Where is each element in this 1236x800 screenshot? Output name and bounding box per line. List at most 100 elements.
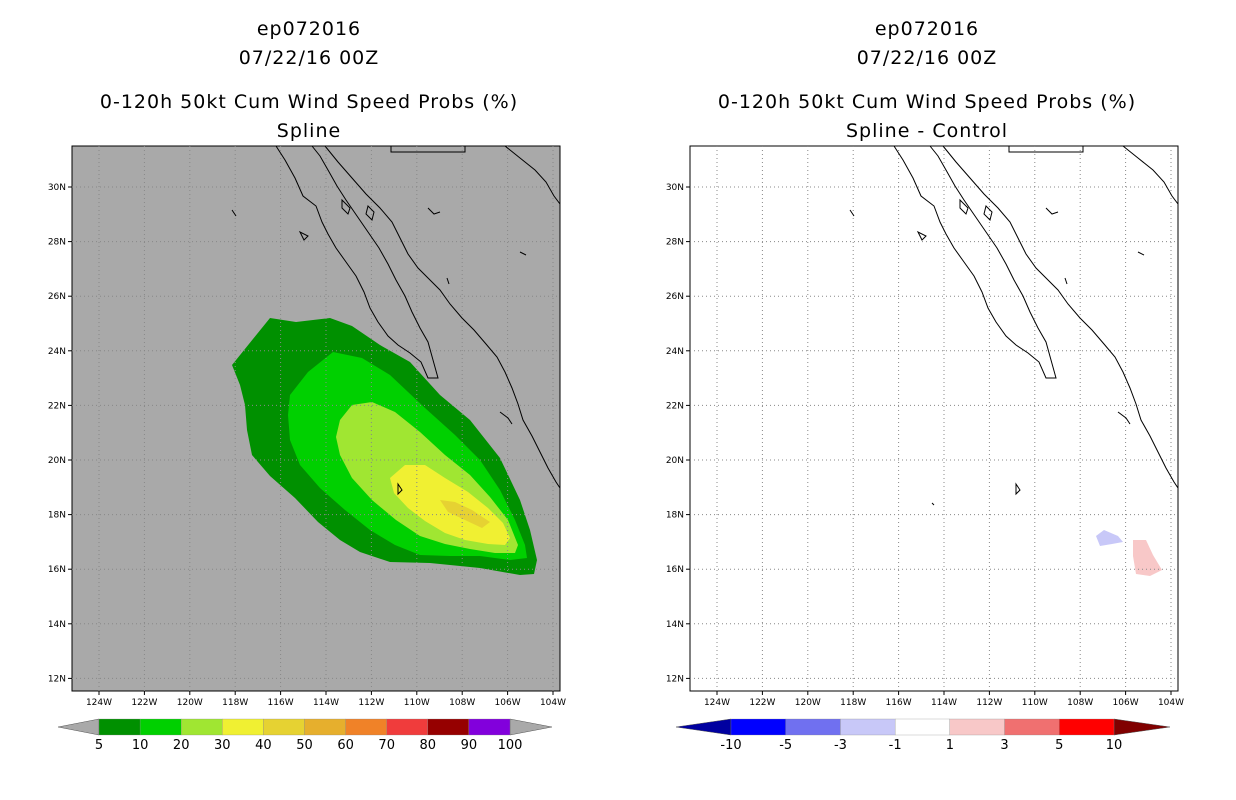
colorbar-segment	[468, 718, 511, 736]
colorbar-label: 50	[296, 738, 313, 753]
lat-label: 30N	[666, 183, 684, 193]
colorbar-segment	[222, 718, 264, 736]
colorbar-label: 10	[132, 738, 149, 753]
lat-label: 28N	[48, 238, 66, 248]
lat-label: 22N	[666, 401, 684, 411]
lon-label: 108W	[1067, 698, 1093, 708]
colorbar-label: 80	[420, 738, 437, 753]
lat-lon-grid	[690, 146, 1178, 691]
product-title: 0-120h 50kt Cum Wind Speed Probs (%)	[717, 91, 1137, 113]
colorbar-segment	[1004, 718, 1060, 736]
lat-label: 16N	[666, 565, 684, 575]
lat-label: 22N	[48, 401, 66, 411]
colorbar-label: 20	[173, 738, 190, 753]
colorbar-segment	[304, 718, 346, 736]
colorbar-label: -5	[779, 738, 792, 753]
axis-labels: 30N 28N 26N 24N 22N 20N 18N 16N 14N 12N 124W 122W 12…	[48, 183, 566, 708]
lon-label: 120W	[795, 698, 821, 708]
storm-id-title: ep072016	[256, 18, 362, 40]
colorbar-label: 70	[378, 738, 395, 753]
colorbar-segment	[139, 718, 182, 736]
lat-label: 12N	[48, 674, 66, 684]
lon-label: 112W	[976, 698, 1002, 708]
lat-label: 20N	[666, 456, 684, 466]
lon-label: 108W	[449, 698, 475, 708]
lat-label: 30N	[48, 183, 66, 193]
lat-lon-grid	[72, 146, 560, 691]
lon-label: 110W	[1022, 698, 1048, 708]
lon-label: 114W	[931, 698, 957, 708]
colorbar-label: 5	[95, 738, 103, 753]
lon-label: 122W	[131, 698, 157, 708]
colorbar-arrow-high	[509, 718, 553, 736]
subtitle: Spline	[276, 120, 342, 142]
lon-label: 116W	[886, 698, 912, 708]
product-title: 0-120h 50kt Cum Wind Speed Probs (%)	[99, 91, 519, 113]
colorbar-label: 10	[1106, 738, 1123, 753]
lon-label: 118W	[222, 698, 248, 708]
datetime-title: 07/22/16 00Z	[238, 47, 380, 69]
lon-label: 120W	[177, 698, 203, 708]
colorbar-label: -10	[720, 738, 741, 753]
prob-contour-40	[440, 500, 490, 528]
colorbar-segment	[785, 718, 841, 736]
storm-id-title: ep072016	[874, 18, 980, 40]
datetime-title: 07/22/16 00Z	[856, 47, 998, 69]
colorbar-label: 100	[498, 738, 523, 753]
colorbar-label: 5	[1055, 738, 1063, 753]
colorbar-label: 30	[214, 738, 231, 753]
lon-label: 124W	[86, 698, 112, 708]
colorbar-segment	[840, 718, 896, 736]
lat-label: 12N	[666, 674, 684, 684]
diff-contour-positive	[1133, 540, 1162, 576]
lon-label: 122W	[749, 698, 775, 708]
lat-label: 28N	[666, 238, 684, 248]
colorbar-label: 1	[946, 738, 954, 753]
lon-label: 106W	[495, 698, 521, 708]
lon-label: 118W	[840, 698, 866, 708]
lon-label: 110W	[404, 698, 430, 708]
colorbar-arrow-high	[1113, 718, 1171, 736]
lon-label: 104W	[540, 698, 566, 708]
difference-map: 30N 28N 26N 24N 22N 20N 18N 16N 14N 12N 124W 122W 12…	[666, 145, 1184, 753]
coastline	[231, 145, 561, 496]
lat-label: 26N	[48, 292, 66, 302]
lat-label: 18N	[48, 511, 66, 521]
lat-label: 26N	[666, 292, 684, 302]
lon-label: 114W	[313, 698, 339, 708]
map-background	[689, 145, 1179, 692]
axis-labels: 30N 28N 26N 24N 22N 20N 18N 16N 14N 12N 124W 122W 12…	[666, 183, 1184, 708]
colorbar: -10 -5 -3 -1 1 3 5 10	[675, 718, 1171, 753]
coastline	[849, 145, 1179, 506]
lat-label: 18N	[666, 511, 684, 521]
lon-label: 104W	[1158, 698, 1184, 708]
left-panel: ep072016 07/22/16 00Z 0-120h 50kt Cum Wi…	[48, 18, 566, 753]
colorbar-segment	[1059, 718, 1115, 736]
lon-label: 112W	[358, 698, 384, 708]
colorbar-segment	[894, 718, 951, 736]
lat-label: 24N	[48, 347, 66, 357]
probability-map: 30N 28N 26N 24N 22N 20N 18N 16N 14N 12N 124W 122W 12…	[48, 145, 566, 753]
colorbar-segment	[181, 718, 223, 736]
colorbar-segment	[98, 718, 141, 736]
right-panel: ep072016 07/22/16 00Z 0-120h 50kt Cum Wi…	[618, 0, 1236, 800]
colorbar-segment	[427, 718, 470, 736]
lon-label: 124W	[704, 698, 730, 708]
subtitle: Spline - Control	[845, 120, 1009, 142]
lat-label: 14N	[48, 620, 66, 630]
colorbar-arrow-low	[675, 718, 732, 736]
lat-label: 14N	[666, 620, 684, 630]
lon-label: 106W	[1113, 698, 1139, 708]
lat-label: 24N	[666, 347, 684, 357]
colorbar-segment	[345, 718, 387, 736]
colorbar-label: 60	[337, 738, 354, 753]
colorbar: 5 10 20 30 40 50 60 70 80 90 100	[57, 718, 553, 753]
colorbar-arrow-low	[57, 718, 100, 736]
diff-contour-negative	[1096, 530, 1123, 546]
lon-label: 116W	[268, 698, 294, 708]
colorbar-label: 3	[1000, 738, 1008, 753]
colorbar-label: -3	[834, 738, 847, 753]
lat-label: 20N	[48, 456, 66, 466]
colorbar-segment	[730, 718, 786, 736]
colorbar-segment	[949, 718, 1005, 736]
